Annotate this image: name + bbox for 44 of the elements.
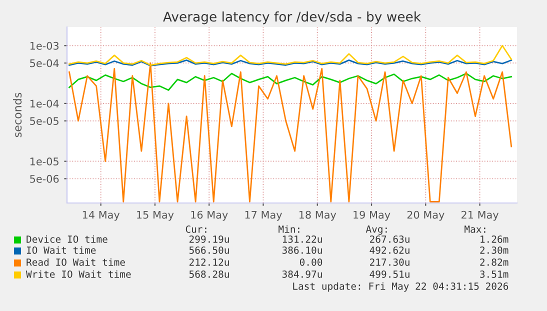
text: 1.26m bbox=[480, 235, 508, 243]
y-tick-label: 5e-06 bbox=[30, 174, 59, 183]
y-tick-label: 5e-04 bbox=[30, 59, 59, 68]
text: 267.63u bbox=[370, 235, 410, 243]
legend-label: Read IO Wait time bbox=[26, 258, 125, 266]
text: 384.97u bbox=[282, 270, 322, 278]
y-tick-label: 5e-05 bbox=[30, 117, 58, 125]
text: 499.51u bbox=[370, 270, 410, 278]
x-tick-label: 17 May bbox=[245, 210, 282, 221]
y-tick-label: 1e-04 bbox=[30, 100, 59, 108]
x-tick-label: 15 May bbox=[137, 210, 174, 221]
text: 3.51m bbox=[480, 270, 508, 278]
text: Last update: Fri May 22 04:31:15 2026 bbox=[293, 282, 508, 292]
line-series bbox=[68, 72, 512, 91]
line-series bbox=[68, 44, 512, 66]
y-axis-title: seconds bbox=[13, 92, 22, 138]
text: 2.30m bbox=[480, 246, 508, 254]
text: 217.30u bbox=[370, 258, 410, 266]
text: 0.00 bbox=[300, 258, 322, 266]
text: 568.28u bbox=[189, 270, 229, 278]
text: 131.22u bbox=[282, 235, 322, 243]
y-tick-label: 1e-03 bbox=[30, 42, 59, 50]
y-tick-label: 1e-05 bbox=[30, 158, 58, 166]
text: Cur: bbox=[186, 225, 206, 233]
x-tick-label: 16 May bbox=[191, 210, 228, 221]
legend-label: Write IO Wait time bbox=[26, 270, 131, 278]
text: 2.82m bbox=[480, 258, 508, 266]
x-tick-label: 20 May bbox=[407, 210, 444, 221]
x-tick-label: 18 May bbox=[299, 210, 336, 221]
x-tick-label: 21 May bbox=[461, 210, 499, 221]
chart-title: Average latency for /dev/sda - by week bbox=[163, 11, 422, 24]
text: Max: bbox=[464, 226, 486, 233]
legend-label: IO Wait time bbox=[26, 246, 96, 254]
text: Avg: bbox=[366, 226, 387, 235]
line-series bbox=[68, 62, 512, 202]
text: 212.12u bbox=[189, 258, 229, 266]
x-tick-label: 19 May bbox=[354, 210, 390, 221]
text: 566.50u bbox=[189, 246, 229, 254]
text: 492.62u bbox=[370, 246, 410, 254]
text: Min: bbox=[278, 225, 300, 233]
x-tick-label: 14 May bbox=[82, 210, 120, 221]
text: 299.19u bbox=[189, 235, 229, 243]
text: 386.10u bbox=[282, 246, 322, 254]
legend-label: Device IO time bbox=[26, 235, 108, 243]
